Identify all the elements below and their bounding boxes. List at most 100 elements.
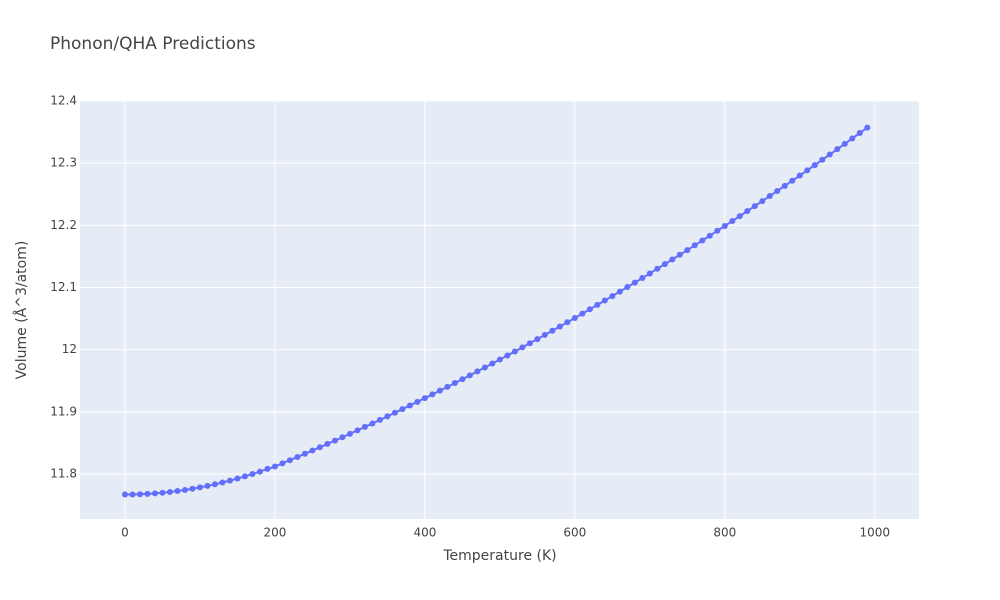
data-point: [706, 232, 713, 239]
y-tick-label: 12: [62, 342, 77, 356]
x-tick-label: 0: [121, 526, 129, 540]
x-axis-label: Temperature (K): [442, 548, 556, 564]
data-point: [864, 124, 871, 131]
data-point: [151, 490, 158, 497]
data-point: [421, 395, 428, 402]
x-tick-label: 400: [413, 526, 436, 540]
data-point: [474, 368, 481, 375]
data-point: [654, 265, 661, 272]
data-point: [189, 485, 196, 492]
y-tick-label: 12.1: [50, 280, 77, 294]
data-line: [124, 126, 868, 496]
data-point: [241, 473, 248, 480]
data-point: [811, 162, 818, 169]
data-point: [361, 423, 368, 430]
data-point: [451, 380, 458, 387]
data-point: [661, 261, 668, 268]
data-point: [766, 193, 773, 200]
data-point: [714, 227, 721, 234]
data-point: [234, 475, 241, 482]
data-point: [384, 413, 391, 420]
data-point: [129, 491, 136, 498]
data-point: [309, 447, 316, 454]
y-tick-label: 11.9: [50, 404, 77, 418]
x-tick-label: 600: [563, 526, 586, 540]
data-point: [316, 444, 323, 451]
data-point: [271, 463, 278, 470]
data-point: [144, 490, 151, 497]
data-point: [369, 420, 376, 427]
data-point: [594, 301, 601, 308]
data-point: [631, 279, 638, 286]
x-tick-label: 1000: [859, 526, 890, 540]
data-point: [526, 340, 533, 347]
data-point: [414, 398, 421, 405]
data-point: [294, 454, 301, 461]
data-point: [466, 372, 473, 379]
data-point: [744, 208, 751, 215]
data-point: [736, 213, 743, 220]
data-point: [826, 151, 833, 158]
data-point: [459, 376, 466, 383]
data-point: [646, 270, 653, 277]
data-point: [174, 488, 181, 495]
data-point: [699, 237, 706, 244]
y-tick-label: 11.8: [50, 466, 77, 480]
data-point: [301, 450, 308, 457]
y-tick-label: 12.4: [50, 94, 77, 108]
data-point: [834, 146, 841, 153]
data-point: [796, 172, 803, 179]
data-point: [556, 323, 563, 330]
data-point: [601, 297, 608, 304]
data-point: [804, 167, 811, 174]
data-point: [541, 331, 548, 338]
data-point: [564, 319, 571, 326]
data-point: [226, 477, 233, 484]
data-point: [624, 284, 631, 291]
data-point: [789, 177, 796, 184]
x-tick-label: 800: [713, 526, 736, 540]
data-point: [691, 242, 698, 249]
data-point: [346, 430, 353, 437]
data-point: [391, 409, 398, 416]
data-point: [331, 437, 338, 444]
data-point: [436, 387, 443, 394]
data-point: [519, 344, 526, 351]
data-point: [751, 203, 758, 210]
data-point: [354, 427, 361, 434]
data-point: [211, 481, 218, 488]
data-point: [406, 402, 413, 409]
data-point: [571, 314, 578, 321]
data-point: [549, 327, 556, 334]
data-point: [729, 218, 736, 225]
data-point: [489, 360, 496, 367]
data-point: [511, 348, 518, 355]
data-point: [759, 198, 766, 205]
data-point: [121, 491, 128, 498]
data-point: [196, 484, 203, 491]
data-point: [324, 440, 331, 447]
data-point: [481, 364, 488, 371]
data-point: [496, 356, 503, 363]
data-point: [166, 488, 173, 495]
data-point: [819, 156, 826, 163]
data-point: [669, 256, 676, 263]
data-point: [136, 491, 143, 498]
x-tick-label: 200: [263, 526, 286, 540]
y-tick-label: 12.2: [50, 218, 77, 232]
data-point: [219, 479, 226, 486]
data-point: [159, 489, 166, 496]
data-point: [676, 251, 683, 258]
chart-title: Phonon/QHA Predictions: [50, 34, 256, 54]
data-point: [639, 275, 646, 282]
data-point: [849, 135, 856, 142]
data-point: [586, 306, 593, 313]
data-point: [399, 406, 406, 413]
data-point: [181, 486, 188, 493]
y-axis-label: Volume (Å^3/atom): [13, 241, 30, 380]
plot-area: [80, 101, 919, 519]
data-point: [721, 222, 728, 229]
data-point: [856, 130, 863, 137]
data-point: [774, 187, 781, 194]
